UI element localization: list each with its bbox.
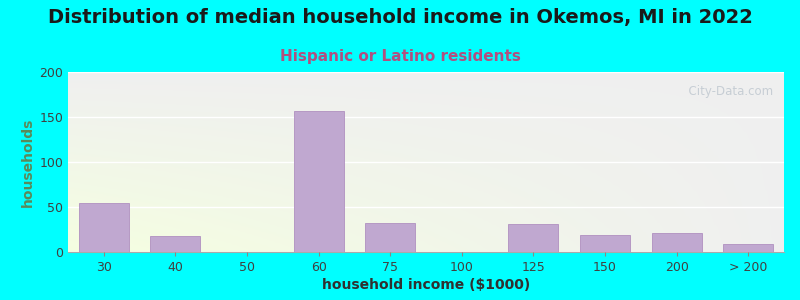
Bar xyxy=(78,202,129,252)
Bar xyxy=(723,244,774,252)
X-axis label: household income ($1000): household income ($1000) xyxy=(322,278,530,292)
Text: Hispanic or Latino residents: Hispanic or Latino residents xyxy=(279,50,521,64)
Text: Distribution of median household income in Okemos, MI in 2022: Distribution of median household income … xyxy=(47,8,753,26)
Bar xyxy=(365,223,415,252)
Bar xyxy=(580,235,630,252)
Y-axis label: households: households xyxy=(21,117,35,207)
Bar xyxy=(508,224,558,252)
Text: City-Data.com: City-Data.com xyxy=(681,85,774,98)
Bar xyxy=(150,236,201,252)
Bar xyxy=(651,233,702,252)
Bar xyxy=(294,111,344,252)
